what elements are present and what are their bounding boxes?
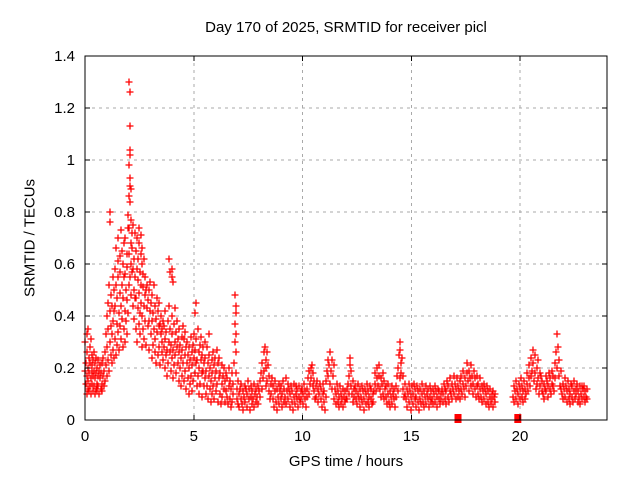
gridlines <box>85 56 607 420</box>
x-tick-label: 20 <box>512 428 529 445</box>
series-zero-flags <box>454 414 522 423</box>
x-tick-label: 0 <box>81 428 89 445</box>
y-tick-label: 0.8 <box>54 204 75 221</box>
y-tick-label: 1 <box>67 152 75 169</box>
x-axis-label: GPS time / hours <box>288 453 404 470</box>
y-tick-label: 0.4 <box>54 308 75 325</box>
tick-marks <box>84 55 607 421</box>
x-tick-label: 10 <box>294 428 311 445</box>
y-tick-label: 1.4 <box>54 48 75 65</box>
series-srmtid <box>81 78 591 414</box>
y-axis-label: SRMTID / TECUs <box>21 178 39 298</box>
data-point-square <box>454 414 462 423</box>
y-tick-label: 0.2 <box>54 360 75 377</box>
data-points <box>81 78 591 414</box>
data-point-square <box>514 414 522 423</box>
x-tick-label: 5 <box>190 428 198 445</box>
y-tick-label: 0 <box>67 412 75 429</box>
y-tick-label: 0.6 <box>54 256 75 273</box>
chart-title: Day 170 of 2025, SRMTID for receiver pic… <box>205 19 487 36</box>
y-tick-label: 1.2 <box>54 100 75 117</box>
x-tick-label: 15 <box>403 428 420 445</box>
plot-border <box>84 55 608 421</box>
